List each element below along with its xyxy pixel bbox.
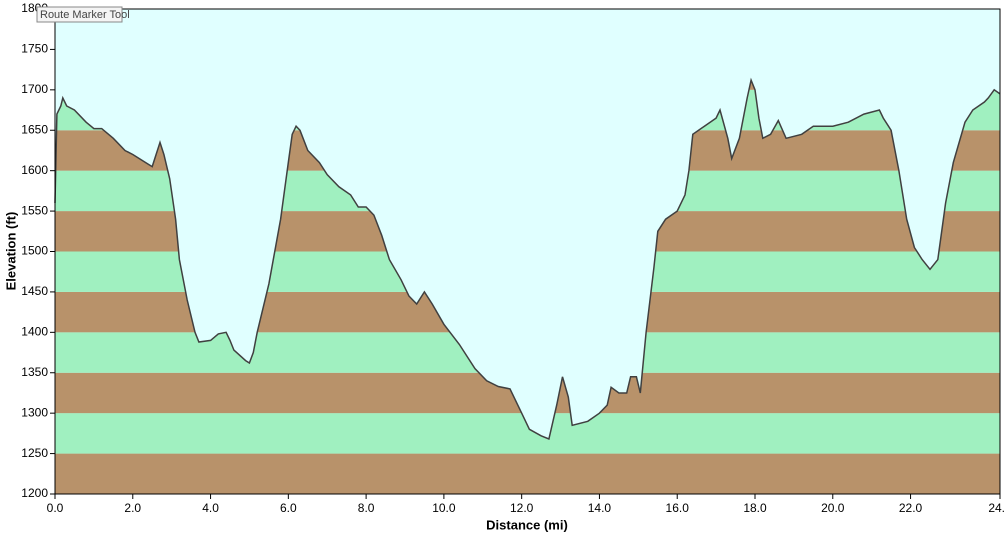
x-axis-label: Distance (mi) bbox=[486, 517, 568, 532]
y-tick-label: 1350 bbox=[21, 365, 48, 379]
x-tick-label: 20.0 bbox=[821, 501, 845, 515]
x-tick-label: 8.0 bbox=[358, 501, 375, 515]
x-tick-label: 16.0 bbox=[666, 501, 690, 515]
y-tick-label: 1300 bbox=[21, 405, 48, 419]
y-tick-label: 1250 bbox=[21, 446, 48, 460]
y-tick-label: 1200 bbox=[21, 486, 48, 500]
x-tick-label: 2.0 bbox=[124, 501, 141, 515]
tooltip-text: Route Marker Tool bbox=[40, 9, 130, 21]
x-tick-label: 12.0 bbox=[510, 501, 534, 515]
x-tick-label: 6.0 bbox=[280, 501, 297, 515]
y-tick-label: 1700 bbox=[21, 82, 48, 96]
y-axis-label: Elevation (ft) bbox=[3, 212, 18, 291]
y-tick-label: 1650 bbox=[21, 122, 48, 136]
x-tick-label: 18.0 bbox=[743, 501, 767, 515]
elevation-line bbox=[54, 77, 1001, 441]
elevation-band bbox=[55, 453, 1000, 494]
x-tick-label: 4.0 bbox=[202, 501, 219, 515]
y-tick-label: 1450 bbox=[21, 284, 48, 298]
y-tick-label: 1500 bbox=[21, 244, 48, 258]
x-tick-label: 0.0 bbox=[47, 501, 64, 515]
y-tick-label: 1750 bbox=[21, 42, 48, 56]
y-tick-label: 1600 bbox=[21, 163, 48, 177]
x-tick-label: 24.3 bbox=[988, 501, 1005, 515]
y-tick-label: 1400 bbox=[21, 325, 48, 339]
tooltip-box bbox=[36, 6, 123, 23]
x-tick-label: 22.0 bbox=[899, 501, 923, 515]
x-tick-label: 14.0 bbox=[588, 501, 612, 515]
tooltip: Route Marker Tool bbox=[36, 6, 130, 23]
y-tick-label: 1550 bbox=[21, 203, 48, 217]
x-tick-label: 10.0 bbox=[432, 501, 456, 515]
